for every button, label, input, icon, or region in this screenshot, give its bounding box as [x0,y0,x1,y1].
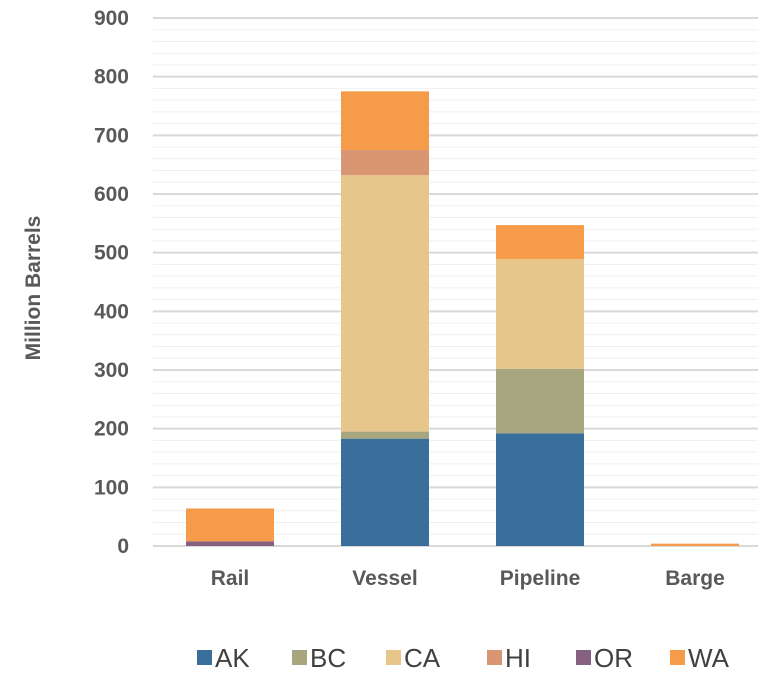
bars [186,91,739,546]
y-tick-label: 0 [117,535,129,558]
bar-segment-vessel-ca [341,175,429,432]
gridlines [153,17,758,547]
legend-label-ca: CA [404,643,441,673]
bar-segment-pipeline-ak [496,433,584,546]
x-tick-label-vessel: Vessel [352,567,417,590]
legend-swatch-hi [487,650,502,665]
y-tick-label: 500 [94,242,129,265]
legend-swatch-ca [386,650,401,665]
bar-segment-rail-or [186,541,274,546]
legend: AK BC CA HI OR WA [197,643,730,673]
y-tick-label: 900 [94,7,129,30]
y-axis-label: Million Barrels [22,216,45,361]
x-tick-label-pipeline: Pipeline [500,567,581,590]
legend-label-wa: WA [688,643,730,673]
y-tick-label: 400 [94,300,129,323]
bar-segment-vessel-wa [341,91,429,150]
bar-segment-vessel-bc [341,431,429,439]
bar-segment-vessel-hi [341,150,429,176]
y-axis-ticks: 0 100 200 300 400 500 600 700 800 900 [94,7,129,558]
x-tick-label-rail: Rail [211,567,250,590]
bar-segment-pipeline-ca [496,259,584,369]
legend-swatch-wa [670,650,685,665]
y-tick-label: 200 [94,418,129,441]
y-tick-label: 600 [94,183,129,206]
x-tick-label-barge: Barge [665,567,725,590]
legend-swatch-or [576,650,591,665]
y-tick-label: 100 [94,476,129,499]
legend-swatch-bc [292,650,307,665]
bar-segment-rail-wa [186,508,274,542]
legend-label-or: OR [594,643,633,673]
bar-segment-vessel-ak [341,438,429,546]
legend-label-hi: HI [505,643,531,673]
legend-swatch-ak [197,650,212,665]
legend-label-ak: AK [215,643,250,673]
y-tick-label: 700 [94,124,129,147]
bar-segment-pipeline-bc [496,368,584,434]
y-tick-label: 300 [94,359,129,382]
x-axis-ticks: Rail Vessel Pipeline Barge [211,567,725,590]
legend-label-bc: BC [310,643,346,673]
y-tick-label: 800 [94,66,129,89]
bar-segment-barge-wa [651,543,739,546]
bar-segment-pipeline-wa [496,225,584,260]
